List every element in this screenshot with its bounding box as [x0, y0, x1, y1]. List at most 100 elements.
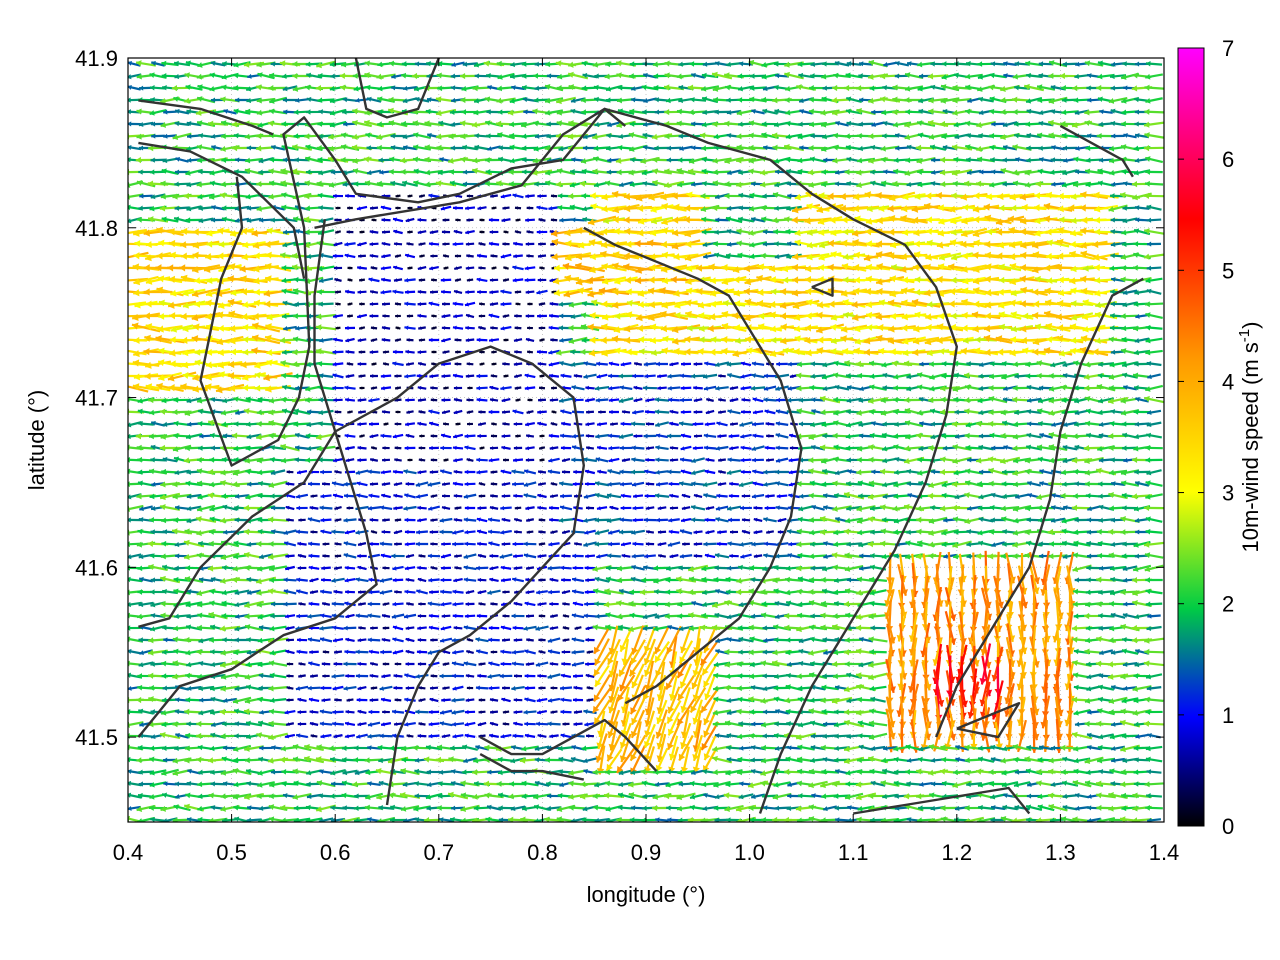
- wind-vector-head: [198, 218, 204, 224]
- wind-vector-head: [161, 168, 167, 174]
- wind-vector-head: [240, 288, 248, 296]
- wind-vector-head: [182, 372, 189, 379]
- wind-vector-head: [149, 793, 155, 800]
- wind-vector-head: [198, 132, 204, 139]
- wind-vector-head: [234, 602, 240, 608]
- wind-vector-head: [174, 469, 180, 476]
- wind-vector-head: [257, 517, 263, 523]
- wind-vector-head: [281, 192, 287, 198]
- wind-vector-head: [145, 323, 153, 331]
- wind-vector-head: [281, 73, 287, 80]
- wind-vector-head: [162, 529, 168, 535]
- wind-vector-head: [211, 204, 216, 210]
- wind-vector-head: [161, 673, 167, 679]
- wind-vector-head: [136, 133, 142, 140]
- wind-vector-head: [234, 517, 239, 523]
- wind-vector-head: [175, 697, 180, 703]
- wind-vector-head: [197, 805, 203, 812]
- wind-vector-head: [296, 577, 301, 583]
- wind-vector-head: [243, 708, 250, 715]
- wind-vector-head: [331, 578, 336, 583]
- wind-vector-head: [232, 576, 238, 583]
- wind-vector-head: [143, 229, 151, 237]
- wind-vector-head: [197, 157, 203, 164]
- wind-vector-head: [333, 589, 338, 594]
- wind-vector-head: [256, 84, 262, 91]
- wind-vector-head: [149, 756, 155, 763]
- wind-vector-head: [148, 145, 154, 152]
- wind-vector-head: [210, 696, 216, 702]
- wind-vector-head: [316, 744, 322, 751]
- wind-vector-head: [258, 158, 264, 164]
- wind-vector-head: [257, 770, 263, 776]
- wind-vector-head: [171, 528, 178, 535]
- wind-vector-head: [218, 302, 225, 309]
- wind-vector-head: [258, 685, 263, 691]
- wind-vector-head: [316, 180, 322, 187]
- wind-vector-head: [239, 265, 246, 273]
- wind-vector-head: [292, 144, 298, 151]
- wind-vector-head: [340, 132, 347, 139]
- wind-vector-head: [180, 252, 187, 260]
- wind-vector-head: [315, 324, 322, 331]
- wind-vector-head: [284, 541, 289, 546]
- wind-vector-head: [333, 734, 338, 739]
- wind-vector-head: [180, 274, 188, 282]
- wind-vector-head: [230, 289, 237, 297]
- wind-vector-head: [286, 470, 290, 474]
- wind-vector-head: [305, 817, 311, 822]
- wind-vector-head: [183, 192, 189, 200]
- wind-vector-head: [319, 709, 325, 714]
- wind-vector-head: [137, 565, 143, 572]
- wind-vector-head: [148, 721, 154, 728]
- wind-vector-head: [136, 613, 143, 620]
- wind-vector-head: [334, 566, 338, 571]
- wind-vector-head: [192, 251, 199, 259]
- wind-vector-head: [209, 180, 215, 187]
- wind-vector-head: [344, 242, 349, 247]
- wind-vector-head: [309, 721, 314, 726]
- wind-vector-head: [244, 457, 250, 464]
- wind-vector-head: [151, 133, 156, 139]
- wind-vector-head: [138, 708, 144, 714]
- wind-vector-head: [257, 782, 263, 788]
- wind-vector-head: [333, 337, 337, 342]
- wind-vector-head: [149, 409, 155, 416]
- wind-vector-head: [340, 84, 346, 91]
- wind-vector-head: [322, 601, 326, 606]
- wind-vector-head: [173, 432, 179, 439]
- wind-vector-head: [187, 157, 192, 163]
- wind-vector-head: [206, 277, 213, 285]
- wind-vector-head: [149, 805, 154, 811]
- wind-vector-head: [197, 612, 203, 619]
- wind-vector-head: [159, 408, 166, 415]
- wind-vector-head: [128, 601, 131, 608]
- wind-vector-head: [285, 649, 290, 654]
- wind-vector-head: [162, 564, 168, 570]
- wind-vector-head: [209, 170, 215, 176]
- wind-vector-head: [296, 637, 301, 643]
- wind-vector-head: [192, 241, 200, 249]
- wind-vector-head: [148, 433, 154, 440]
- wind-vector-head: [281, 204, 287, 211]
- wind-vector-head: [221, 74, 227, 80]
- wind-vector-head: [174, 709, 180, 715]
- wind-vector-head: [163, 781, 168, 787]
- wind-vector-head: [258, 720, 264, 726]
- wind-vector-head: [333, 314, 337, 319]
- wind-vector-head: [128, 84, 132, 90]
- wind-vector-head: [294, 408, 300, 414]
- wind-vector-head: [194, 277, 201, 285]
- wind-vector-head: [330, 73, 335, 79]
- wind-vector-head: [304, 84, 311, 91]
- wind-vector-head: [308, 541, 313, 547]
- wind-vector-head: [292, 768, 298, 775]
- wind-vector-head: [268, 804, 275, 811]
- wind-vector-head: [209, 637, 214, 644]
- wind-vector-head: [285, 481, 290, 486]
- wind-vector-head: [316, 445, 322, 452]
- wind-vector-head: [293, 373, 299, 379]
- wind-vector-head: [169, 251, 176, 259]
- wind-vector-head: [185, 565, 191, 571]
- wind-vector-head: [220, 133, 226, 140]
